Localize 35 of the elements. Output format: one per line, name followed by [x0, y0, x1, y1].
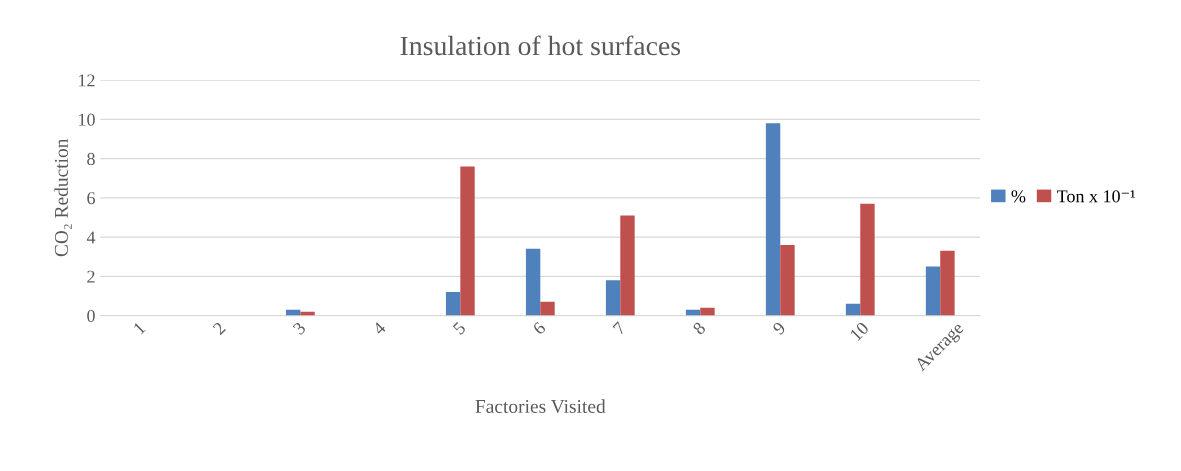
legend-label: Ton x 10⁻¹: [1056, 190, 1135, 203]
x-tick-label: 6: [532, 321, 547, 336]
bar: [445, 292, 461, 316]
x-tick-label: 7: [612, 321, 627, 335]
y-tick-label: 10: [79, 113, 95, 126]
x-tick-label: 8: [692, 321, 707, 336]
y-tick-label: 6: [87, 192, 95, 205]
bar: [460, 166, 475, 316]
bar: [765, 123, 781, 316]
y-tick-label: 2: [87, 270, 95, 283]
y-axis-title: CO₂ Reduction: [54, 138, 72, 257]
bar: [605, 280, 621, 316]
x-tick-label: 2: [212, 321, 226, 336]
bar: [780, 244, 795, 316]
bar: [620, 215, 635, 316]
bar: [940, 250, 955, 316]
y-tick-label: 0: [87, 309, 95, 323]
bar: [540, 301, 555, 316]
y-tick-label: 8: [87, 152, 95, 166]
y-tick-label: 4: [86, 231, 96, 244]
x-tick-label: 9: [772, 321, 787, 336]
legend-label: %: [1011, 190, 1026, 203]
x-tick-label: 4: [372, 321, 387, 336]
bar: [845, 303, 861, 316]
x-tick-label: 1: [132, 321, 146, 335]
chart-title: Insulation of hot surfaces: [400, 35, 681, 56]
bar: [860, 203, 875, 316]
y-tick-label: 12: [79, 74, 95, 87]
x-axis-title: Factories Visited: [475, 399, 606, 414]
bar: [925, 266, 941, 316]
bar: [525, 248, 541, 316]
x-tick-label: 5: [452, 321, 467, 336]
bar: [700, 307, 715, 316]
x-tick-label: 3: [292, 321, 307, 336]
x-tick-label: 10: [849, 321, 870, 342]
